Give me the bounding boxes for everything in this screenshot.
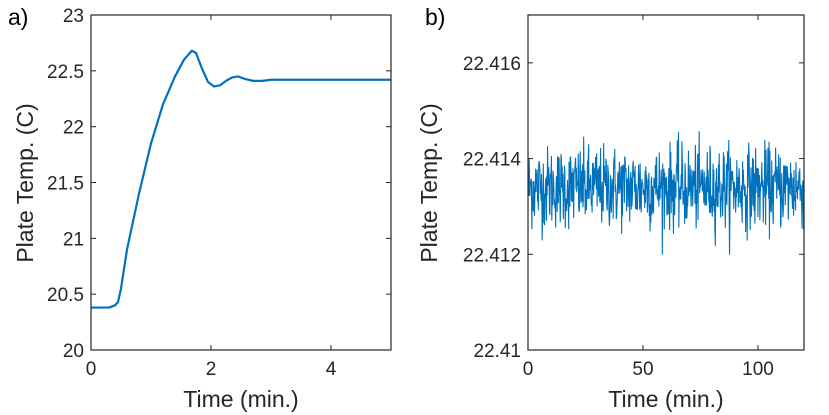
panel-b-series bbox=[527, 130, 805, 255]
panel-b-x-ticks: 0 50 100 bbox=[523, 15, 774, 380]
panel-a-x-tick-label: 4 bbox=[326, 359, 337, 380]
panel-b-x-tick-label: 50 bbox=[632, 359, 653, 380]
panel-a-y-tick-label: 20.5 bbox=[47, 285, 84, 306]
panel-a-x-axis-label: Time (min.) bbox=[183, 386, 298, 412]
panel-b-y-tick-label: 22.412 bbox=[463, 245, 521, 266]
panel-b-temperature-stability: b) Plate Temp. (C) Time (min.) 22.4122.4… bbox=[416, 4, 805, 412]
panel-a-y-tick-label: 20 bbox=[63, 341, 84, 362]
panel-a-axes-box bbox=[90, 14, 392, 351]
panel-a-y-tick-label: 21.5 bbox=[47, 174, 84, 195]
panel-b-x-tick-label: 0 bbox=[523, 359, 534, 380]
panel-a-temperature-step: a) Plate Temp. (C) Time (min.) 2020.5212… bbox=[8, 4, 392, 412]
panel-b-y-tick-label: 22.414 bbox=[463, 150, 522, 171]
panel-a-x-tick-label: 2 bbox=[206, 359, 217, 380]
panel-b-y-ticks: 22.41 22.412 22.414 22.416 bbox=[463, 54, 804, 362]
panel-b-x-tick-label: 100 bbox=[742, 359, 774, 380]
panel-b-axes-box bbox=[527, 14, 805, 351]
panel-b-x-axis-label: Time (min.) bbox=[608, 386, 723, 412]
panel-b-y-axis-label: Plate Temp. (C) bbox=[416, 103, 442, 262]
panel-b-series-line bbox=[527, 130, 805, 255]
panel-a-y-axis-label: Plate Temp. (C) bbox=[12, 103, 38, 262]
panel-b-y-tick-label: 22.41 bbox=[473, 341, 521, 362]
panel-a-series bbox=[91, 49, 391, 309]
panel-b-y-tick-label: 22.416 bbox=[463, 54, 521, 75]
panel-a-series-line bbox=[91, 49, 391, 309]
panel-a-x-tick-label: 0 bbox=[86, 359, 97, 380]
panel-b-label: b) bbox=[425, 4, 445, 30]
panel-a-y-tick-label: 21 bbox=[63, 229, 84, 250]
panel-a-y-tick-label: 22.5 bbox=[47, 62, 84, 83]
panel-a-y-tick-label: 22 bbox=[63, 118, 84, 139]
panel-a-x-ticks: 0 2 4 bbox=[86, 15, 337, 380]
panel-a-label: a) bbox=[8, 4, 28, 30]
panel-a-y-tick-label: 23 bbox=[63, 6, 84, 27]
